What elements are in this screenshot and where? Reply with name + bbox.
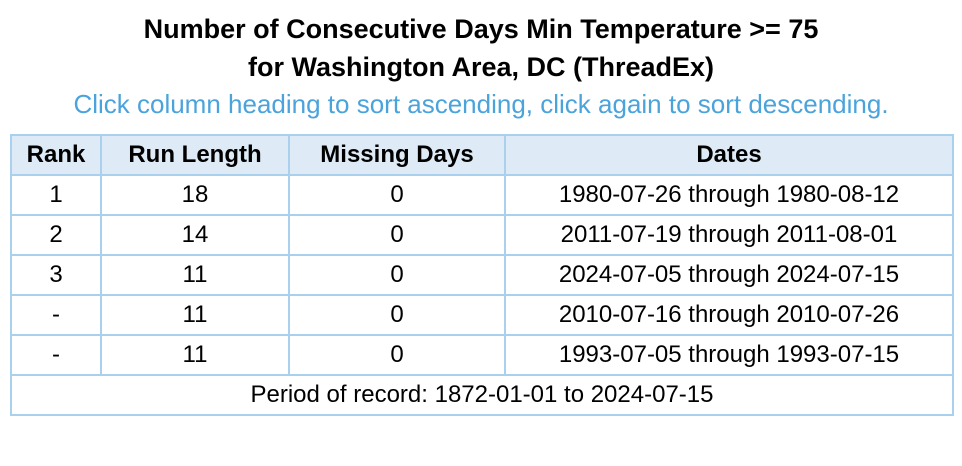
title-line: Number of Consecutive Days Min Temperatu… [143,14,819,44]
table-cell: 14 [100,214,290,256]
table-cell: 11 [100,254,290,296]
table-cell: 1980-07-26 through 1980-08-12 [504,174,954,216]
header-row: Rank Run Length Missing Days Dates [10,134,954,176]
table-cell: 11 [100,334,290,376]
footer-cell: Period of record: 1872-01-01 to 2024-07-… [10,374,954,416]
table-cell: - [10,294,102,336]
table-cell: 11 [100,294,290,336]
footer-row: Period of record: 1872-01-01 to 2024-07-… [10,374,954,416]
table-cell: 0 [288,174,506,216]
page: Number of Consecutive Days Min Temperatu… [0,10,962,466]
instruction: Click column heading to sort ascending, … [73,89,889,119]
table-row: -11 0 2010-07-16 through 2010-07-26 [10,294,954,336]
table-row: 3 11 0 2024-07-05 through 2024-07-15 [10,254,954,296]
table-cell: 2010-07-16 through 2010-07-26 [504,294,954,336]
table-row: 1 18 0 1980-07-26 through 1980-08-12 [10,174,954,216]
column-heading[interactable]: Rank [10,134,102,176]
table-cell: 2011-07-19 through 2011-08-01 [504,214,954,256]
table-cell: - [10,334,102,376]
page-title: Number of Consecutive Days Min Temperatu… [0,10,962,86]
table-cell: 0 [288,214,506,256]
title-line: for Washington Area, DC (ThreadEx) [247,52,715,82]
table-cell: 0 [288,334,506,376]
table-cell: 1993-07-05 through 1993-07-15 [504,334,954,376]
table-row: 2 14 0 2011-07-19 through 2011-08-01 [10,214,954,256]
table-cell: 2024-07-05 through 2024-07-15 [504,254,954,296]
table-cell: 1 [10,174,102,216]
column-heading[interactable]: Dates [504,134,954,176]
table-cell: 0 [288,294,506,336]
table-cell: 3 [10,254,102,296]
column-heading[interactable]: Missing Days [288,134,506,176]
table-cell: 18 [100,174,290,216]
data-table: Rank Run Length Missing Days Dates 1 18 0 1980… [10,134,954,416]
table-cell: 0 [288,254,506,296]
column-heading[interactable]: Run Length [100,134,290,176]
table-body: 1 18 0 1980-07-26 through 1980-08-12 2 14 0 201… [10,174,954,416]
table-row: -11 0 1993-07-05 through 1993-07-15 [10,334,954,376]
table-cell: 2 [10,214,102,256]
